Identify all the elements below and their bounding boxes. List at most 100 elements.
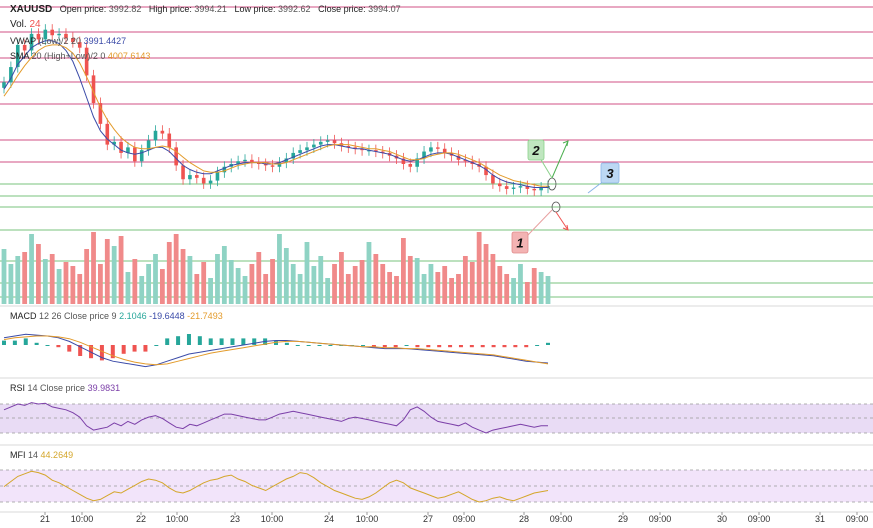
candle-body [181, 165, 185, 180]
candle-body [518, 186, 523, 188]
macd-histogram-bar [241, 338, 246, 345]
volume-bar [194, 274, 200, 304]
candle-body [139, 150, 144, 162]
volume-bar [318, 256, 324, 304]
volume-bar [146, 264, 152, 304]
candle-body [456, 155, 461, 160]
sma-value: 4007.6143 [107, 51, 151, 61]
macd-signal-line [3, 335, 549, 366]
candle-body [491, 175, 495, 184]
volume-bar [180, 249, 186, 304]
candle-body [201, 177, 206, 184]
volume-bar [104, 239, 110, 304]
x-tick-label: 09:00 [846, 514, 869, 524]
volume-bar [118, 236, 124, 304]
volume-bar [8, 264, 14, 304]
volume-bar [166, 242, 172, 304]
volume-bar [511, 278, 516, 304]
volume-bar [421, 274, 427, 304]
macd-histogram-bar [404, 345, 409, 346]
candle-body [243, 159, 247, 162]
candle-body [215, 172, 220, 181]
volume-bar [290, 264, 296, 304]
candle-body [332, 140, 337, 144]
volume-bar [456, 274, 461, 304]
macd-histogram-bar [480, 345, 485, 348]
x-tick-label: 31 [815, 514, 825, 524]
x-tick-label: 24 [324, 514, 334, 524]
candle-body [325, 140, 330, 142]
macd-params: 12 26 Close price 9 [39, 311, 117, 321]
candle-body [312, 144, 316, 148]
macd-histogram-bar [67, 345, 72, 352]
x-tick-label: 09:00 [649, 514, 672, 524]
macd-histogram-bar [513, 345, 518, 348]
macd-histogram-bar [186, 334, 191, 345]
macd-histogram-bar [469, 345, 474, 348]
forecast-up-arrow [551, 140, 569, 179]
volume-bar [221, 246, 227, 304]
candle-body [77, 42, 82, 48]
sma-header: SMA 20 (High+Low)/2 0 4007.6143 [10, 51, 150, 61]
volume-bar [490, 254, 496, 304]
macd-header: MACD 12 26 Close price 9 2.1046 -19.6448… [10, 311, 223, 321]
candle-body [256, 162, 261, 164]
volume-bar [111, 246, 117, 304]
candle-body [9, 67, 13, 83]
annotation-2-box [527, 139, 545, 161]
x-tick-label: 09:00 [748, 514, 771, 524]
annotation-3-text: 3 [606, 166, 614, 181]
volume-bar [29, 234, 34, 304]
x-tick-label: 09:00 [453, 514, 476, 524]
volume-bar [84, 249, 90, 304]
macd-histogram-bar [252, 338, 257, 345]
candle-body [484, 166, 488, 176]
macd-histogram-bar [371, 345, 376, 348]
macd-histogram-bar [426, 345, 431, 348]
volume-bar [311, 266, 317, 304]
candle-body [436, 147, 440, 149]
volume-bar [77, 274, 83, 304]
volume-header: Vol. 24 [10, 19, 41, 30]
macd-histogram-bar [458, 345, 463, 348]
vwap-line [3, 40, 548, 188]
candle-body [43, 29, 48, 40]
mfi-value: 44.2649 [40, 450, 74, 460]
macd-histogram-bar [284, 342, 289, 345]
annotation-3-box [600, 162, 620, 184]
x-tick-label: 10:00 [71, 514, 94, 524]
volume-bar [394, 276, 399, 304]
close-label: Close price: [318, 4, 366, 14]
low-label: Low price: [234, 4, 276, 14]
volume-bar [42, 259, 48, 304]
candle-body [532, 188, 537, 191]
annotation-1-text: 1 [516, 236, 523, 251]
volume-bar [462, 256, 468, 304]
candle-body [346, 146, 351, 148]
vwap-header: VWAP (Low)/2 20 3991.4427 [10, 36, 126, 46]
candle-body [546, 186, 550, 188]
candle-body [270, 165, 275, 167]
volume-bar [524, 282, 530, 304]
candle-body [222, 166, 227, 173]
volume-bar [36, 244, 41, 304]
macd-histogram-bar [230, 338, 235, 345]
candle-body [525, 186, 530, 189]
volume-bar [325, 278, 331, 304]
candle-body [64, 33, 68, 38]
candle-body [374, 150, 378, 152]
candle-body [497, 183, 502, 187]
volume-bar [339, 252, 344, 304]
volume-bar [256, 252, 262, 304]
volume-bar [153, 254, 158, 304]
candle-body [401, 158, 406, 164]
open-label: Open price: [59, 4, 107, 14]
macd-histogram-bar [121, 345, 126, 354]
x-tick-label: 21 [40, 514, 50, 524]
volume-bar [518, 264, 523, 304]
volume-bar [449, 278, 454, 304]
low-value: 3992.62 [278, 4, 311, 14]
volume-bar [263, 274, 269, 304]
candle-body [318, 141, 323, 145]
